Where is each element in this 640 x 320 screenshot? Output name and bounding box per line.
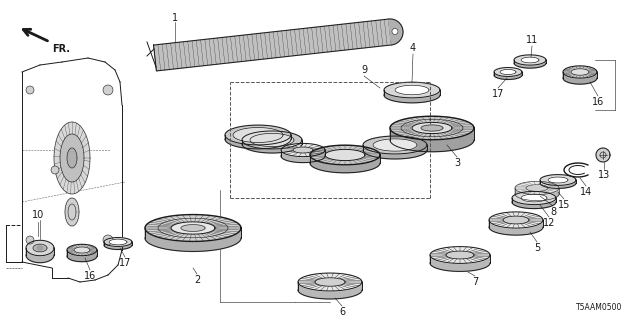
Polygon shape (489, 212, 543, 228)
Text: 6: 6 (339, 307, 345, 317)
Polygon shape (515, 181, 559, 195)
Polygon shape (171, 222, 215, 234)
Polygon shape (145, 215, 241, 241)
Polygon shape (521, 57, 539, 63)
Polygon shape (540, 180, 576, 188)
Text: 17: 17 (492, 89, 504, 99)
Polygon shape (310, 145, 380, 165)
Polygon shape (373, 139, 417, 151)
Polygon shape (446, 251, 474, 259)
Polygon shape (33, 244, 47, 252)
Circle shape (51, 166, 59, 174)
Polygon shape (514, 60, 546, 68)
Text: 8: 8 (550, 207, 556, 217)
Polygon shape (233, 127, 283, 142)
Text: 13: 13 (598, 170, 610, 180)
Polygon shape (515, 188, 559, 201)
Polygon shape (395, 85, 429, 95)
Polygon shape (242, 140, 302, 153)
Polygon shape (250, 133, 294, 147)
Polygon shape (500, 69, 516, 75)
Text: 17: 17 (119, 258, 131, 268)
Polygon shape (26, 248, 54, 263)
Polygon shape (571, 69, 589, 75)
Polygon shape (521, 194, 547, 202)
Polygon shape (67, 148, 77, 168)
Polygon shape (514, 55, 546, 65)
Polygon shape (26, 240, 54, 256)
Polygon shape (526, 185, 548, 191)
Polygon shape (494, 72, 522, 79)
Polygon shape (596, 148, 610, 162)
Text: 14: 14 (580, 187, 592, 197)
Text: 9: 9 (361, 65, 367, 75)
Text: 7: 7 (472, 277, 478, 287)
Text: 1: 1 (172, 13, 178, 23)
Text: T5AAM0500: T5AAM0500 (575, 303, 622, 312)
Polygon shape (512, 191, 556, 204)
Polygon shape (104, 242, 132, 250)
Polygon shape (390, 128, 474, 152)
Polygon shape (430, 247, 490, 263)
Polygon shape (67, 250, 97, 262)
Circle shape (103, 85, 113, 95)
Text: FR.: FR. (52, 44, 70, 54)
Polygon shape (540, 175, 576, 185)
Circle shape (392, 28, 398, 35)
Polygon shape (145, 228, 241, 252)
Polygon shape (512, 198, 556, 209)
Polygon shape (421, 125, 443, 131)
Polygon shape (293, 147, 313, 153)
Polygon shape (384, 82, 440, 98)
Polygon shape (74, 247, 90, 253)
Polygon shape (494, 68, 522, 76)
Polygon shape (430, 255, 490, 271)
Polygon shape (225, 135, 291, 149)
Polygon shape (298, 273, 362, 291)
Polygon shape (60, 134, 84, 182)
Polygon shape (104, 237, 132, 246)
Polygon shape (325, 149, 365, 161)
Polygon shape (489, 220, 543, 235)
Polygon shape (363, 136, 427, 154)
Polygon shape (67, 244, 97, 256)
Polygon shape (242, 131, 302, 149)
Text: 3: 3 (454, 158, 460, 168)
Polygon shape (548, 177, 568, 183)
Polygon shape (154, 19, 392, 71)
Polygon shape (310, 155, 380, 173)
Text: 5: 5 (534, 243, 540, 253)
Polygon shape (281, 150, 325, 163)
Polygon shape (109, 239, 127, 245)
Text: 12: 12 (543, 218, 555, 228)
Polygon shape (65, 198, 79, 226)
Polygon shape (37, 246, 43, 250)
Polygon shape (384, 90, 440, 103)
Polygon shape (181, 225, 205, 231)
Circle shape (26, 236, 34, 244)
Text: 2: 2 (194, 275, 200, 285)
Polygon shape (225, 125, 291, 145)
Polygon shape (390, 116, 474, 140)
Circle shape (103, 235, 113, 245)
Polygon shape (298, 282, 362, 299)
Polygon shape (563, 72, 597, 84)
Polygon shape (388, 19, 403, 45)
Text: 10: 10 (32, 210, 44, 220)
Text: 11: 11 (526, 35, 538, 45)
Text: 16: 16 (592, 97, 604, 107)
Circle shape (26, 86, 34, 94)
Polygon shape (281, 143, 325, 156)
Polygon shape (54, 122, 90, 194)
Polygon shape (412, 123, 452, 133)
Polygon shape (315, 278, 345, 286)
Text: 16: 16 (84, 271, 96, 281)
Polygon shape (503, 216, 529, 224)
Text: 4: 4 (410, 43, 416, 53)
Polygon shape (563, 66, 597, 78)
Polygon shape (363, 145, 427, 159)
Text: 15: 15 (558, 200, 570, 210)
